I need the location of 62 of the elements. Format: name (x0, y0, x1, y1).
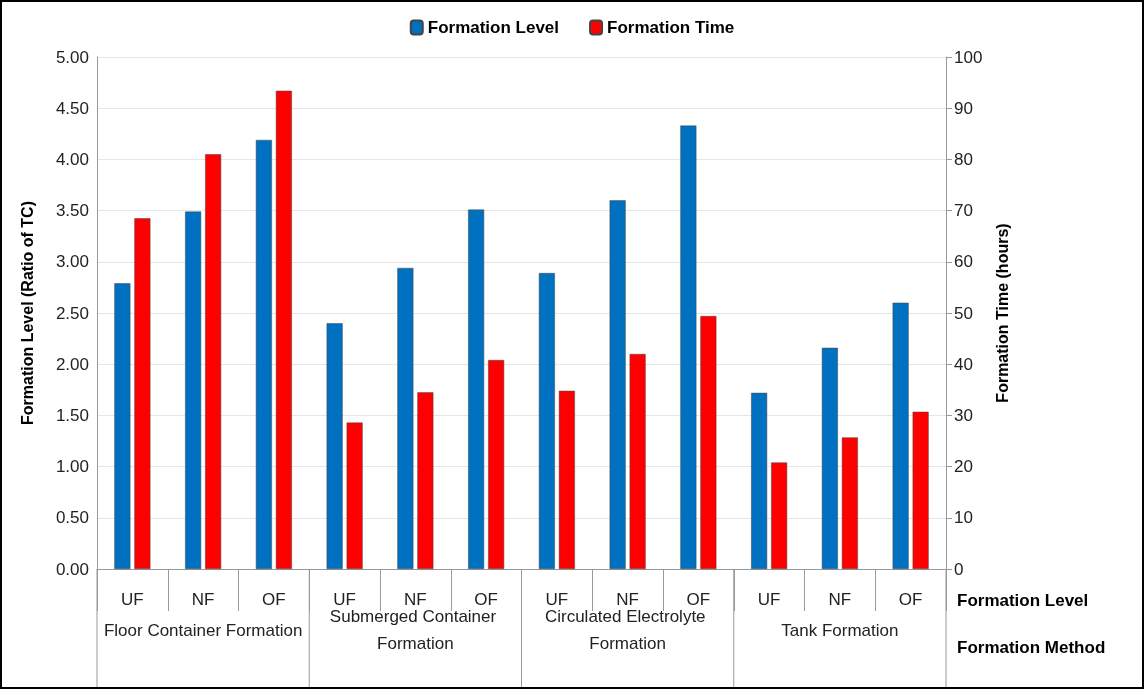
bar (700, 316, 717, 569)
y2-tick-label: 10 (954, 508, 973, 528)
y2-tick-label: 50 (954, 303, 973, 323)
x-tick-label: UF (121, 590, 144, 609)
y-tick-label: 3.50 (55, 201, 89, 221)
text: Floor Container Formation (103, 620, 303, 640)
bar (912, 411, 929, 569)
y2-tick-label: 40 (954, 354, 973, 374)
x-tick-label: NF (404, 590, 427, 609)
x-tick-label: UF (757, 590, 781, 609)
bar (680, 125, 697, 569)
legend-label: Formation Time (607, 18, 735, 37)
bar (417, 392, 434, 569)
legend-label: Formation Level (427, 18, 560, 37)
y-tick-label: 0.00 (55, 559, 89, 579)
y2-tick-label: 100 (954, 47, 983, 67)
y2-tick-label: 0 (954, 559, 964, 579)
bar (114, 283, 131, 569)
bar (326, 323, 343, 569)
y-tick-label: 5.00 (55, 47, 89, 67)
y2-axis-title: Formation Time (hours) (993, 223, 1011, 403)
y-tick-label: 2.50 (55, 303, 89, 323)
y2-tick-label: 60 (954, 252, 973, 272)
x-axis-title: Formation Level (957, 590, 1089, 610)
bar (821, 347, 838, 569)
y2-tick-label: 30 (954, 405, 973, 425)
y-tick-label: 2.00 (55, 354, 89, 374)
x-tick-label: OF (262, 590, 286, 609)
text: Circulated Electrolyte Formation (544, 607, 711, 653)
x-tick-label: OF (474, 590, 498, 609)
bar (255, 139, 272, 569)
y-tick-label: 1.00 (55, 457, 89, 477)
y-tick-label: 4.50 (55, 98, 89, 118)
x-tick-label: OF (686, 590, 711, 609)
y2-tick-label: 20 (954, 457, 973, 477)
x-tick-label: OF (898, 590, 923, 609)
bar (397, 267, 414, 569)
bar (205, 154, 222, 569)
bar (538, 273, 555, 569)
y-tick-label: 3.00 (55, 252, 89, 272)
y2-tick-label: 70 (954, 201, 973, 221)
x-tick-label: UF (333, 590, 356, 609)
y-tick-label: 4.00 (55, 149, 89, 169)
y2-tick-label: 90 (954, 98, 973, 118)
bar (609, 200, 626, 569)
bar (346, 422, 363, 569)
y-tick-label: 1.50 (55, 405, 89, 425)
text: Formation Method (957, 637, 1106, 657)
bar (488, 360, 505, 569)
y2-tick-label: 80 (954, 149, 973, 169)
text: Submerged Container Formation (329, 607, 501, 653)
x-tick-label: UF (545, 590, 569, 609)
bar (892, 302, 909, 569)
text: Tank Formation (781, 620, 899, 640)
x-tick-label: NF (191, 590, 215, 609)
bar (629, 353, 646, 569)
x-tick-label: NF (828, 590, 852, 609)
x-tick-label: NF (616, 590, 639, 609)
bar (771, 462, 788, 569)
y-tick-label: 0.50 (55, 508, 89, 528)
bar (134, 218, 151, 569)
y-axis-title: Formation Level (Ratio of TC) (18, 201, 36, 425)
